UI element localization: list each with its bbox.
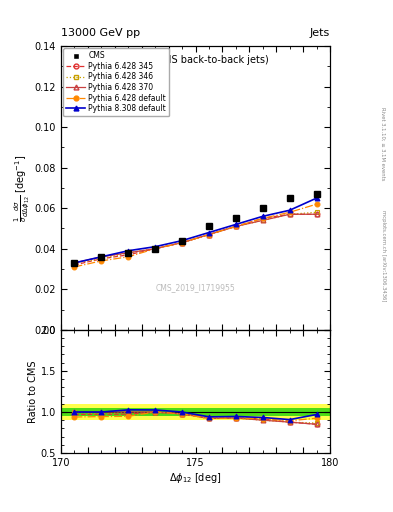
Y-axis label: $\frac{1}{\sigma}\frac{d\sigma}{d\Delta\phi_{12}}$ [deg$^{-1}$]: $\frac{1}{\sigma}\frac{d\sigma}{d\Delta\…: [13, 154, 32, 222]
Legend: CMS, Pythia 6.428 345, Pythia 6.428 346, Pythia 6.428 370, Pythia 6.428 default,: CMS, Pythia 6.428 345, Pythia 6.428 346,…: [63, 48, 169, 116]
Text: Δφ(jj) (CMS back-to-back jets): Δφ(jj) (CMS back-to-back jets): [123, 55, 268, 65]
X-axis label: $\Delta\phi_{12}$ [deg]: $\Delta\phi_{12}$ [deg]: [169, 471, 222, 485]
Text: Rivet 3.1.10; ≥ 3.1M events: Rivet 3.1.10; ≥ 3.1M events: [381, 106, 386, 180]
Text: 13000 GeV pp: 13000 GeV pp: [61, 28, 140, 38]
Y-axis label: Ratio to CMS: Ratio to CMS: [28, 360, 38, 423]
Text: Jets: Jets: [310, 28, 330, 38]
Bar: [61, 404, 330, 420]
Bar: [61, 408, 330, 416]
Text: mcplots.cern.ch [arXiv:1306.3436]: mcplots.cern.ch [arXiv:1306.3436]: [381, 210, 386, 302]
Text: CMS_2019_I1719955: CMS_2019_I1719955: [156, 283, 235, 292]
